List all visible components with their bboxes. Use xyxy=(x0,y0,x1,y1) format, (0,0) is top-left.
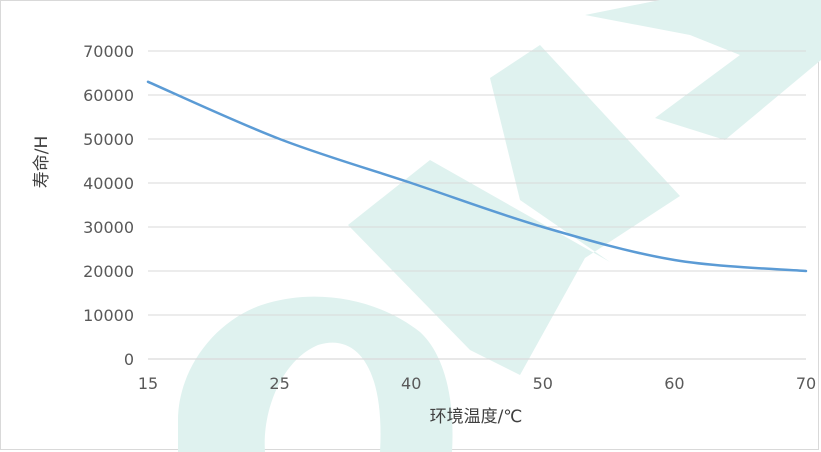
watermark-o-ring xyxy=(178,296,453,452)
x-tick-label: 25 xyxy=(269,374,289,393)
y-tick-label: 0 xyxy=(124,350,134,369)
x-tick-label: 15 xyxy=(138,374,158,393)
y-axis-title: 寿命/H xyxy=(32,136,52,189)
y-tick-label: 60000 xyxy=(83,86,134,105)
x-tick-label: 50 xyxy=(533,374,553,393)
x-tick-label: 60 xyxy=(664,374,684,393)
watermark-e-shape xyxy=(585,0,821,140)
series-line xyxy=(146,80,808,273)
y-tick-label: 30000 xyxy=(83,218,134,237)
x-tick-label: 40 xyxy=(401,374,421,393)
watermark-logo xyxy=(178,0,821,452)
x-axis-title: 环境温度/℃ xyxy=(430,407,523,427)
y-tick-label: 20000 xyxy=(83,262,134,281)
watermark-n-shape xyxy=(348,45,680,375)
y-tick-label: 10000 xyxy=(83,306,134,325)
x-axis-ticks: 15 25 40 50 60 70 xyxy=(138,374,816,393)
y-axis-ticks: 0 10000 20000 30000 40000 50000 60000 70000 xyxy=(83,42,134,369)
grid-lines xyxy=(148,50,806,360)
y-tick-label: 40000 xyxy=(83,174,134,193)
y-tick-label: 50000 xyxy=(83,130,134,149)
x-tick-label: 70 xyxy=(796,374,816,393)
y-tick-label: 70000 xyxy=(83,42,134,61)
